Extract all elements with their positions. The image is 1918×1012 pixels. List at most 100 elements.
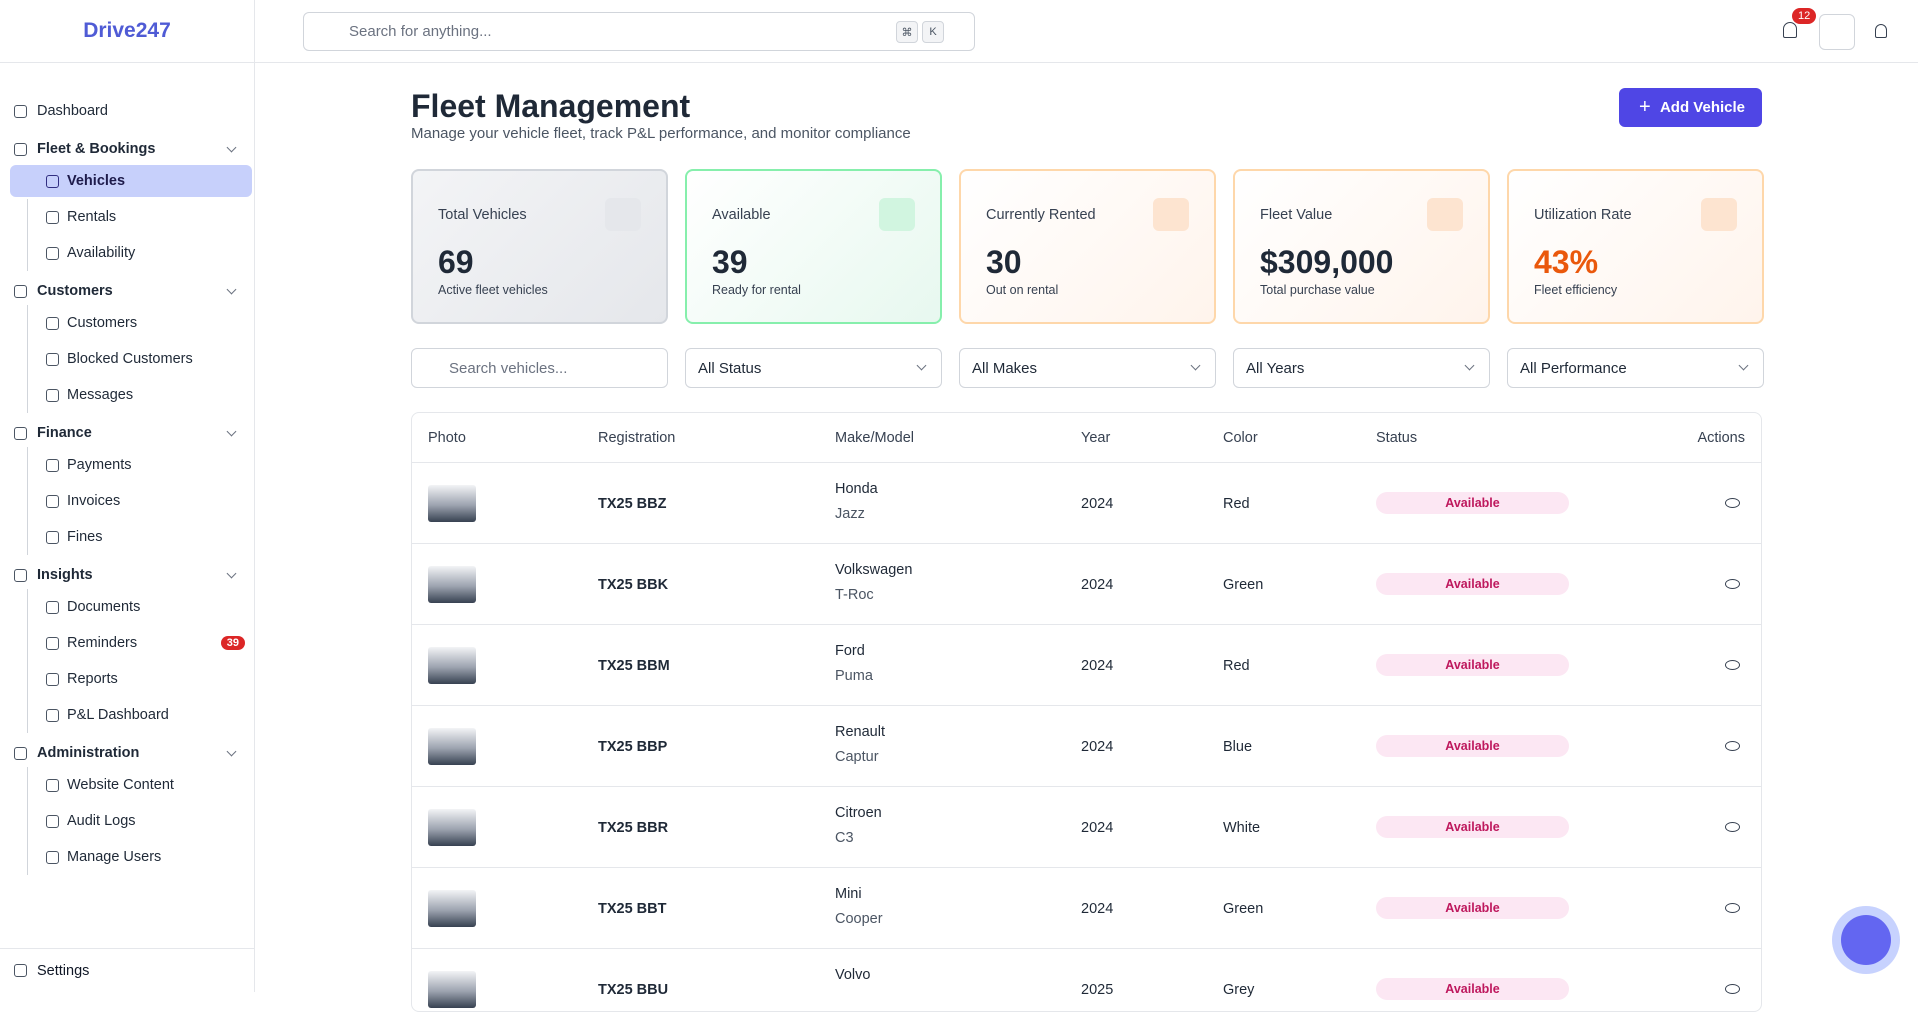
- filter-select[interactable]: All Performance: [1507, 348, 1764, 388]
- stat-icon: [1701, 198, 1737, 231]
- count-badge: 39: [220, 636, 245, 650]
- view-button[interactable]: [1725, 498, 1740, 508]
- vehicle-photo: [428, 971, 476, 1008]
- kbd: ⌘: [896, 21, 918, 43]
- brand[interactable]: Drive247: [0, 0, 254, 63]
- label: Insights: [37, 567, 93, 583]
- label: Rentals: [67, 209, 117, 225]
- user-menu[interactable]: [1875, 24, 1887, 38]
- icon: [46, 708, 59, 722]
- make: Mini: [835, 886, 862, 902]
- make: Renault: [835, 724, 885, 740]
- status-badge: Available: [1376, 897, 1569, 919]
- stat-value: 69: [438, 244, 474, 280]
- nav-item[interactable]: Audit Logs: [0, 803, 255, 839]
- icon: [46, 530, 59, 544]
- icon: [14, 104, 27, 118]
- vehicle-photo: [428, 728, 476, 765]
- filter-select[interactable]: All Years: [1233, 348, 1490, 388]
- vehicle-search[interactable]: Search vehicles...: [411, 348, 668, 388]
- view-button[interactable]: [1725, 822, 1740, 832]
- icon: [14, 746, 27, 760]
- icon: [14, 568, 27, 582]
- label: Administration: [37, 745, 140, 761]
- nav-item[interactable]: Customers: [0, 305, 255, 341]
- nav-item[interactable]: Vehicles: [10, 165, 252, 197]
- table-row: TX25 BBT Mini Cooper 2024 Green Available: [412, 867, 1761, 948]
- nav-item[interactable]: Website Content: [0, 767, 255, 803]
- stat-label: Utilization Rate: [1534, 207, 1632, 223]
- icon: [46, 600, 59, 614]
- status-badge: Available: [1376, 573, 1569, 595]
- stat-note: Fleet efficiency: [1534, 283, 1618, 297]
- vehicle-table: Photo Registration Make/Model Year Color Stat…: [411, 412, 1762, 1012]
- nav-item[interactable]: Fleet & Bookings: [0, 135, 255, 163]
- nav-item[interactable]: Invoices: [0, 483, 255, 519]
- label: Customers: [67, 315, 138, 331]
- vehicle-photo: [428, 485, 476, 522]
- icon: [46, 388, 59, 402]
- table-row: TX25 BBZ Honda Jazz 2024 Red Available: [412, 462, 1761, 543]
- nav-item[interactable]: Administration: [0, 739, 255, 767]
- view-button[interactable]: [1725, 579, 1740, 589]
- vehicle-photo: [428, 647, 476, 684]
- year: 2024: [1081, 495, 1114, 512]
- color: Green: [1223, 900, 1264, 917]
- stat-label: Fleet Value: [1260, 207, 1333, 223]
- nav-item[interactable]: Manage Users: [0, 839, 255, 875]
- icon: [46, 850, 59, 864]
- column-header: Year: [1081, 429, 1111, 446]
- stat-note: Out on rental: [986, 283, 1059, 297]
- stat-label: Available: [712, 207, 771, 223]
- label: Payments: [67, 457, 132, 473]
- theme-toggle[interactable]: [1819, 14, 1855, 50]
- stat-icon: [1153, 198, 1189, 231]
- nav-item[interactable]: Blocked Customers: [0, 341, 255, 377]
- global-search[interactable]: Search for anything... ⌘ K: [303, 12, 975, 51]
- stat-label: Total Vehicles: [438, 207, 527, 223]
- stat-card: Currently Rented 30 Out on rental: [959, 169, 1216, 324]
- table-row: TX25 BBM Ford Puma 2024 Red Available: [412, 624, 1761, 705]
- sidebar: Drive247 Dashboard Fleet & Bookings Vehicl…: [0, 0, 255, 992]
- nav-item[interactable]: Customers: [0, 277, 255, 305]
- icon: [14, 284, 27, 298]
- add-vehicle-button[interactable]: Add Vehicle: [1619, 88, 1762, 127]
- nav-item[interactable]: Settings: [0, 948, 255, 992]
- nav-item[interactable]: Reminders 39: [0, 625, 255, 661]
- nav-item[interactable]: Payments: [0, 447, 255, 483]
- view-button[interactable]: [1725, 903, 1740, 913]
- vehicle-photo: [428, 890, 476, 927]
- filter-select[interactable]: All Makes: [959, 348, 1216, 388]
- filter-select[interactable]: All Status: [685, 348, 942, 388]
- nav-item[interactable]: Messages: [0, 377, 255, 413]
- view-button[interactable]: [1725, 984, 1740, 994]
- placeholder: Search for anything...: [349, 23, 492, 40]
- nav-item[interactable]: Reports: [0, 661, 255, 697]
- label: Manage Users: [67, 849, 162, 865]
- make: Volkswagen: [835, 562, 913, 578]
- assistant-button[interactable]: [1832, 906, 1900, 974]
- chevron: [1190, 360, 1201, 371]
- nav-item[interactable]: Rentals: [0, 199, 255, 235]
- nav-item[interactable]: Dashboard: [0, 93, 255, 129]
- view-button[interactable]: [1725, 660, 1740, 670]
- nav-item[interactable]: Insights: [0, 561, 255, 589]
- year: 2024: [1081, 819, 1114, 836]
- nav-item[interactable]: Fines: [0, 519, 255, 555]
- stat-value: 30: [986, 244, 1022, 280]
- registration: TX25 BBP: [598, 738, 668, 755]
- nav-item[interactable]: Documents: [0, 589, 255, 625]
- view-button[interactable]: [1725, 741, 1740, 751]
- notifications-button[interactable]: [1783, 22, 1797, 38]
- label: Messages: [67, 387, 134, 403]
- stat-icon: [879, 198, 915, 231]
- label: Fleet & Bookings: [37, 141, 156, 157]
- chevron: [1464, 360, 1475, 371]
- color: Blue: [1223, 738, 1253, 755]
- label: Customers: [37, 283, 113, 299]
- nav-item[interactable]: Finance: [0, 419, 255, 447]
- nav-item[interactable]: Availability: [0, 235, 255, 271]
- nav-item[interactable]: P&L Dashboard: [0, 697, 255, 733]
- label: Finance: [37, 425, 92, 441]
